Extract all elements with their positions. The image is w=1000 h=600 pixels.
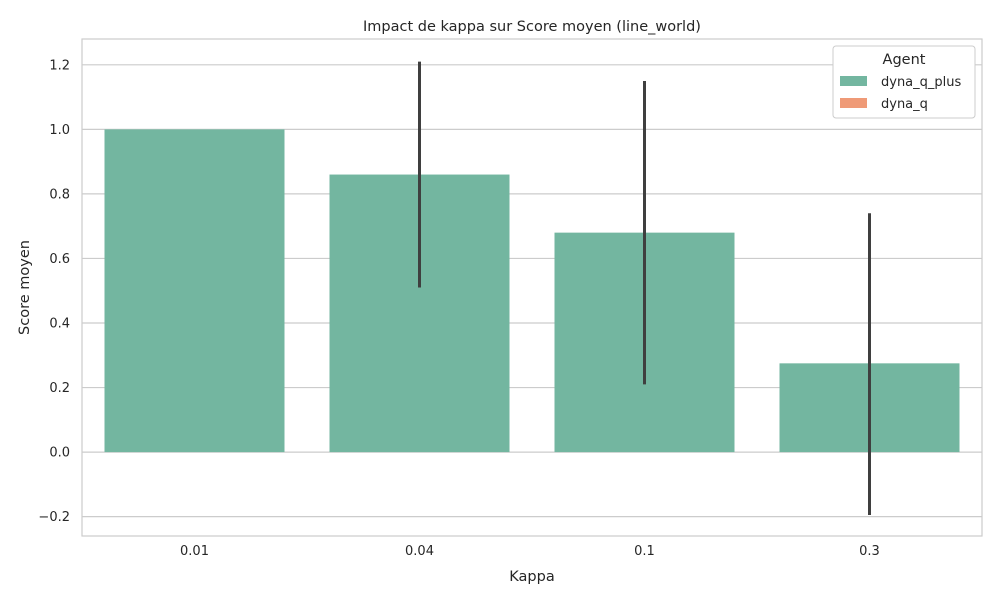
legend-label-dyna-q: dyna_q [881,97,928,112]
y-tick-label: 0.8 [49,187,70,202]
legend-box [832,45,976,119]
x-tick-label: 0.3 [859,544,880,559]
legend-swatch-dyna-q [840,98,867,108]
y-tick-label: 1.2 [49,58,70,73]
legend-title: Agent [883,52,926,68]
x-axis-label: Kappa [509,569,554,585]
y-tick-label: 0.6 [49,252,70,267]
y-tick-labels: −0.2 0.0 0.2 0.4 0.6 0.8 1.0 1.2 [38,58,70,525]
x-tick-label: 0.01 [180,544,209,559]
x-tick-label: 0.1 [634,544,655,559]
y-tick-label: 0.0 [49,446,70,461]
legend-label-dyna-q-plus: dyna_q_plus [881,75,962,90]
chart-title: Impact de kappa sur Score moyen (line_wo… [363,19,701,35]
y-axis-label: Score moyen [17,240,33,335]
legend-swatch-dyna-q-plus [840,76,867,86]
y-tick-label: 0.4 [49,317,70,332]
bar-dyna_q_plus [104,129,285,453]
y-tick-label: −0.2 [38,510,70,525]
x-tick-label: 0.04 [405,544,434,559]
x-tick-labels: 0.01 0.04 0.1 0.3 [180,544,880,559]
error-bars [418,61,871,516]
y-tick-label: 1.0 [49,123,70,138]
legend: Agent dyna_q_plus dyna_q [832,45,976,119]
y-tick-label: 0.2 [49,381,70,396]
